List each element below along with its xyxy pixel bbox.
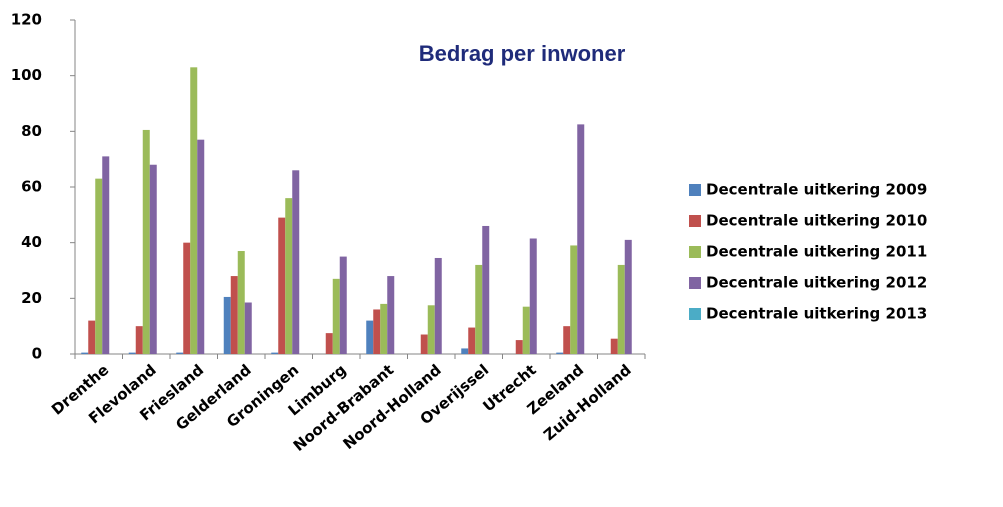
bar: [149, 164, 157, 354]
bar: [237, 251, 245, 354]
bar: [380, 303, 388, 354]
legend-swatch: [689, 215, 701, 227]
bar: [475, 264, 483, 354]
y-tick-label: 40: [21, 233, 42, 251]
legend-swatch: [689, 246, 701, 258]
bar: [128, 352, 136, 354]
bar: [577, 124, 585, 354]
bar: [223, 296, 231, 354]
bar: [420, 334, 428, 354]
bar: [176, 352, 184, 354]
bar: [563, 326, 571, 354]
bar: [570, 245, 578, 354]
bar: [556, 352, 564, 354]
bar: [339, 256, 347, 354]
legend-label: Decentrale uitkering 2013: [706, 305, 927, 323]
bar: [88, 320, 96, 354]
legend-label: Decentrale uitkering 2010: [706, 212, 927, 230]
y-tick-label: 20: [21, 289, 42, 307]
chart-title: Bedrag per inwoner: [419, 41, 626, 66]
legend-swatch: [689, 308, 701, 320]
bar: [366, 320, 374, 354]
bar: [482, 225, 490, 354]
bar: [285, 198, 293, 354]
bar: [529, 238, 537, 354]
y-tick-label: 120: [11, 11, 42, 29]
legend-label: Decentrale uitkering 2011: [706, 243, 927, 261]
bar: [610, 338, 618, 354]
bar: [102, 156, 110, 354]
x-tick-label: Zuid-Holland: [540, 361, 635, 444]
bar: [135, 326, 143, 354]
bar: [183, 242, 191, 354]
bar: [292, 170, 300, 354]
bar: [332, 278, 340, 354]
bar: [515, 340, 523, 354]
y-tick-label: 80: [21, 122, 42, 140]
bar: [278, 217, 286, 354]
legend-label: Decentrale uitkering 2009: [706, 181, 927, 199]
bar: [95, 178, 103, 354]
bar: [461, 348, 469, 354]
bar: [387, 276, 395, 354]
bar: [522, 306, 530, 354]
bar: [434, 257, 442, 354]
y-tick-label: 60: [21, 178, 42, 196]
y-tick-label: 0: [32, 345, 42, 363]
bar: [81, 352, 89, 354]
y-tick-label: 100: [11, 66, 42, 84]
bar: [197, 139, 205, 354]
legend-swatch: [689, 277, 701, 289]
bar: [325, 333, 333, 354]
bar: [271, 352, 279, 354]
bar: [244, 302, 252, 354]
bar: [142, 129, 150, 354]
legend-label: Decentrale uitkering 2012: [706, 274, 927, 292]
bar: [427, 305, 435, 354]
bar: [190, 67, 198, 355]
bar: [624, 239, 632, 354]
bar: [373, 309, 381, 354]
bar: [230, 276, 238, 354]
legend-swatch: [689, 184, 701, 196]
bar: [468, 327, 476, 354]
bar: [617, 264, 625, 354]
